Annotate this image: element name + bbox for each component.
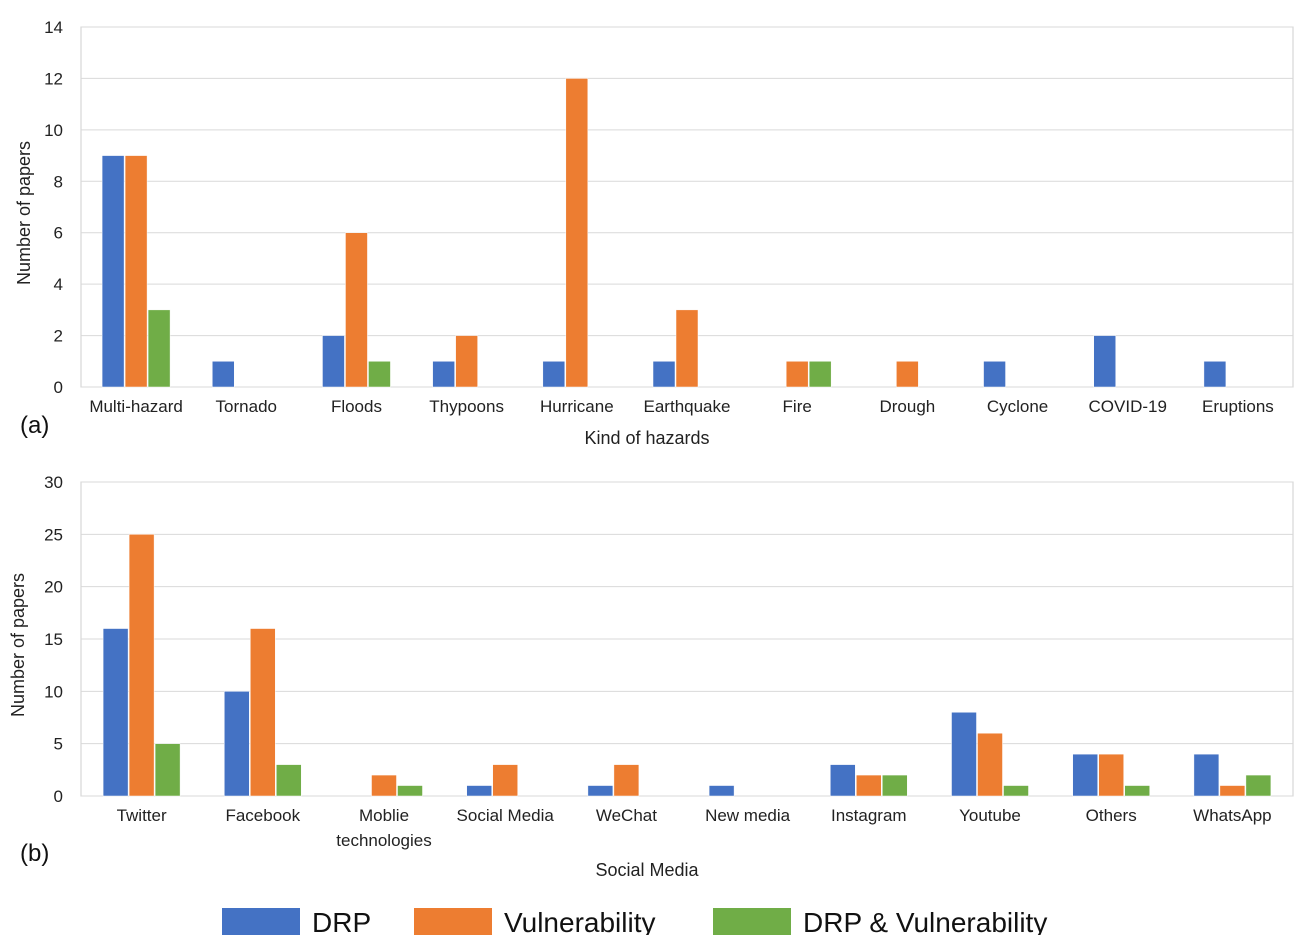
x-tick-label: Facebook (225, 806, 300, 825)
y-tick-label: 2 (54, 327, 63, 346)
bar-drp-thypoons (432, 361, 455, 388)
bar-drp-facebook (224, 691, 250, 797)
x-tick-label: Drough (879, 397, 935, 416)
chart-panel-a: 0 2 4 6 8 10 12 14 Multi-hazard Tornado Floods Thyp… (14, 18, 1294, 448)
x-tick-label: Thypoons (429, 397, 504, 416)
bar-drp-youtube (951, 712, 977, 797)
bar-drp-vulnerability-youtube (1003, 785, 1029, 797)
x-tick-label: Tornado (216, 397, 277, 416)
bar-vulnerability-moblie-technologies (371, 774, 397, 797)
bar-drp-twitter (102, 628, 129, 797)
y-tick-label: 0 (54, 787, 63, 806)
legend-swatch-drp-vulnerability (713, 908, 791, 935)
x-tick-label: Eruptions (1202, 397, 1274, 416)
bar-vulnerability-facebook (250, 628, 276, 797)
bar-drp-vulnerability-multi-hazard (147, 309, 171, 388)
bar-drp-vulnerability-twitter (154, 743, 181, 797)
bar-drp-hurricane (542, 361, 566, 388)
bar-vulnerability-social-media (492, 764, 518, 797)
panel-label: (a) (20, 412, 49, 439)
y-axis-title: Number of papers (14, 141, 34, 285)
bar-vulnerability-multi-hazard (124, 155, 148, 388)
bar-drp-vulnerability-fire (808, 361, 832, 388)
legend: DRP Vulnerability DRP & Vulnerability (222, 907, 1047, 935)
x-tick-label: Moblie technologies (336, 806, 431, 850)
chart-panel-b: 0 5 10 15 20 25 30 Twitter Facebook Moblie technol… (8, 473, 1294, 880)
bar-drp-whatsapp (1193, 753, 1220, 797)
y-tick-label: 15 (44, 630, 63, 649)
x-tick-label: Cyclone (987, 397, 1048, 416)
legend-swatch-drp (222, 908, 300, 935)
bar-vulnerability-others (1098, 753, 1124, 797)
bar-drp-earthquake (652, 361, 676, 388)
y-tick-label: 25 (44, 525, 63, 544)
x-tick-label: Earthquake (644, 397, 731, 416)
bar-drp-vulnerability-whatsapp (1245, 774, 1272, 797)
bar-drp-vulnerability-moblie-technologies (397, 785, 423, 797)
legend-label-vulnerability: Vulnerability (504, 907, 655, 935)
bar-drp-vulnerability-others (1124, 785, 1150, 797)
x-axis-title: Social Media (595, 860, 699, 880)
x-tick-label: Youtube (959, 806, 1021, 825)
y-tick-label: 6 (54, 224, 63, 243)
bar-drp-instagram (830, 764, 856, 797)
bar-drp-vulnerability-floods (368, 361, 391, 388)
x-tick-label: Others (1086, 806, 1137, 825)
y-tick-label: 10 (44, 682, 63, 701)
bar-vulnerability-instagram (856, 774, 882, 797)
bar-vulnerability-fire (785, 361, 809, 388)
y-axis-title: Number of papers (8, 573, 28, 717)
bar-drp-vulnerability-facebook (276, 764, 302, 797)
x-tick-label: Instagram (831, 806, 907, 825)
bar-drp-eruptions (1203, 361, 1227, 388)
x-tick-label: Hurricane (540, 397, 614, 416)
bar-drp-tornado (212, 361, 235, 388)
bar-vulnerability-thypoons (455, 335, 478, 388)
y-tick-label: 14 (44, 18, 63, 37)
x-tick-label: Social Media (457, 806, 555, 825)
bar-vulnerability-hurricane (565, 78, 589, 388)
bar-vulnerability-drough (896, 361, 919, 388)
y-tick-label: 5 (54, 735, 63, 754)
y-tick-label: 0 (54, 378, 63, 397)
panel-label: (b) (20, 840, 49, 867)
x-tick-label: Fire (783, 397, 812, 416)
y-tick-label: 12 (44, 69, 63, 88)
bar-drp-floods (322, 335, 345, 388)
bar-drp-new-media (708, 785, 735, 797)
legend-label-drp: DRP (312, 907, 371, 935)
x-tick-label: Floods (331, 397, 382, 416)
x-axis-title: Kind of hazards (584, 428, 709, 448)
bar-vulnerability-floods (345, 232, 368, 388)
y-tick-label: 10 (44, 121, 63, 140)
bar-drp-vulnerability-instagram (882, 774, 908, 797)
x-tick-label: Twitter (117, 806, 167, 825)
x-tick-label: Multi-hazard (89, 397, 183, 416)
bar-drp-social-media (466, 785, 492, 797)
y-tick-label: 20 (44, 578, 63, 597)
y-tick-label: 8 (54, 172, 63, 191)
x-tick-label: WeChat (596, 806, 657, 825)
bar-vulnerability-wechat (613, 764, 640, 797)
bar-vulnerability-twitter (128, 534, 155, 797)
x-tick-label: COVID-19 (1089, 397, 1167, 416)
bar-drp-covid-19 (1093, 335, 1116, 388)
bar-drp-others (1072, 753, 1098, 797)
bar-vulnerability-earthquake (675, 309, 699, 388)
y-tick-label: 4 (54, 275, 63, 294)
bar-drp-multi-hazard (101, 155, 125, 388)
bar-drp-cyclone (983, 361, 1006, 388)
x-tick-label: New media (705, 806, 791, 825)
x-tick-label: WhatsApp (1193, 806, 1271, 825)
bar-vulnerability-whatsapp (1219, 785, 1246, 797)
y-tick-label: 30 (44, 473, 63, 492)
bar-drp-wechat (587, 785, 614, 797)
legend-swatch-vulnerability (414, 908, 492, 935)
legend-label-drp-vulnerability: DRP & Vulnerability (803, 907, 1047, 935)
bar-vulnerability-youtube (977, 732, 1003, 797)
